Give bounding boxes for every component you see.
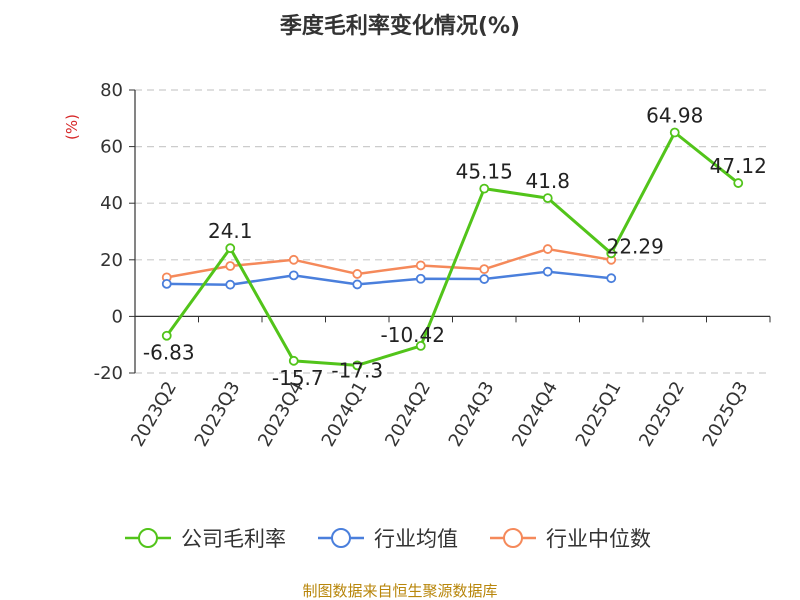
legend-label: 公司毛利率 [181, 527, 286, 551]
data-point[interactable] [288, 270, 299, 281]
series-0 [161, 127, 744, 371]
y-tick-label: 40 [100, 193, 123, 214]
data-label: -15.7 [272, 366, 324, 390]
data-point[interactable] [606, 248, 617, 259]
series-line [165, 131, 740, 367]
data-label: 47.12 [710, 154, 767, 178]
x-tick-label: 2025Q1 [572, 378, 626, 450]
data-point[interactable] [415, 260, 426, 271]
data-point[interactable] [542, 266, 553, 277]
source-note: 制图数据来自恒生聚源数据库 [302, 582, 497, 600]
data-point[interactable] [352, 360, 363, 371]
data-point[interactable] [479, 183, 490, 194]
data-point[interactable] [288, 254, 299, 265]
data-label: 22.29 [607, 234, 664, 258]
y-tick-label: 60 [100, 137, 123, 158]
legend-marker [138, 528, 158, 548]
data-point[interactable] [606, 273, 617, 284]
data-point[interactable] [352, 269, 363, 279]
data-point[interactable] [415, 340, 426, 351]
data-label: -10.42 [381, 323, 445, 347]
data-point[interactable] [225, 243, 236, 254]
legend-marker [503, 528, 523, 548]
data-point[interactable] [542, 193, 553, 204]
x-tick-label: 2025Q3 [699, 378, 753, 450]
x-tick-label: 2023Q2 [127, 378, 181, 450]
data-point[interactable] [479, 274, 490, 284]
x-tick-label: 2024Q1 [318, 378, 372, 450]
data-label: 64.98 [646, 104, 703, 128]
legend-label: 行业中位数 [546, 527, 651, 551]
x-tick-label: 2023Q3 [191, 378, 245, 450]
y-axis-label: (%) [63, 114, 81, 140]
data-point[interactable] [161, 330, 172, 341]
grid [135, 89, 770, 374]
data-point[interactable] [415, 273, 426, 284]
y-tick-label: 20 [100, 250, 123, 271]
data-point[interactable] [352, 279, 363, 290]
x-tick-label: 2024Q2 [381, 378, 435, 450]
series-line [166, 270, 612, 286]
data-point[interactable] [288, 355, 299, 366]
data-labels: -6.83 24.1 -15.7 -17.3 -10.42 45.15 41.8 22.29 6… [143, 104, 767, 390]
series-1 [161, 266, 617, 290]
data-point[interactable] [225, 261, 236, 271]
data-label: -6.83 [143, 341, 195, 365]
data-label: -17.3 [331, 358, 383, 382]
x-tick-label: 2024Q4 [508, 378, 562, 450]
data-point[interactable] [542, 244, 553, 254]
data-point[interactable] [161, 278, 172, 289]
x-tick-label: 2024Q3 [445, 378, 499, 450]
data-point[interactable] [225, 279, 236, 290]
data-point[interactable] [733, 178, 744, 188]
legend-item-0[interactable]: 公司毛利率 [125, 527, 286, 551]
data-point[interactable] [479, 264, 490, 275]
data-label: 41.8 [525, 169, 570, 193]
series-lines [161, 127, 744, 371]
y-tick-label: 0 [112, 306, 123, 327]
chart-title: 季度毛利率变化情况(%) [280, 13, 520, 39]
legend-label: 行业均值 [374, 527, 458, 551]
x-tick-label: 2025Q2 [635, 378, 689, 450]
data-label: 45.15 [456, 160, 513, 184]
data-label: 24.1 [208, 219, 253, 243]
y-tick-label: 80 [100, 80, 123, 101]
legend-item-1[interactable]: 行业均值 [318, 527, 458, 551]
legend[interactable]: 公司毛利率 行业均值 行业中位数 [125, 527, 651, 551]
legend-marker [331, 528, 351, 548]
y-tick-label: -20 [94, 363, 123, 384]
legend-item-2[interactable]: 行业中位数 [490, 527, 651, 551]
data-point[interactable] [669, 127, 680, 138]
